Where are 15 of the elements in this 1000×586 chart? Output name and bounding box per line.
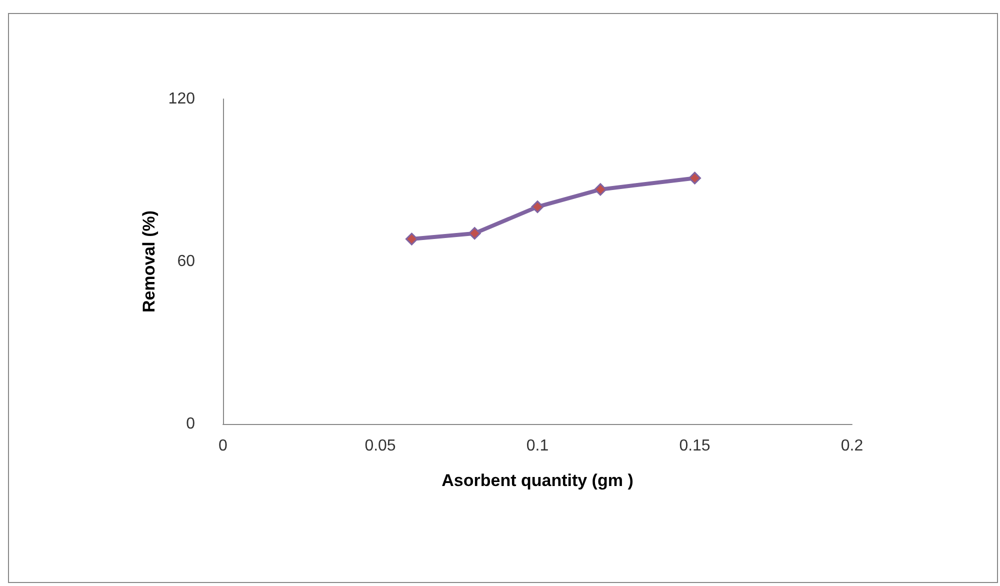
- x-tick-label: 0.2: [840, 438, 864, 454]
- x-tick-label: 0.05: [364, 438, 396, 454]
- point: [468, 227, 481, 240]
- point: [688, 172, 701, 184]
- x-tick-label: 0.1: [526, 438, 549, 454]
- x-tick-label: 0: [218, 438, 228, 454]
- x-axis-title: Asorbent quantity (gm ): [442, 471, 634, 490]
- y-axis-title: Removal (%): [139, 210, 158, 313]
- y-tick-label: 120: [168, 90, 196, 108]
- x-tick-label: 0.15: [679, 438, 710, 454]
- y-tick-label: 0: [186, 416, 196, 432]
- y-tick-label: 60: [177, 253, 196, 270]
- point: [405, 232, 418, 246]
- point: [594, 183, 607, 196]
- point: [531, 200, 544, 214]
